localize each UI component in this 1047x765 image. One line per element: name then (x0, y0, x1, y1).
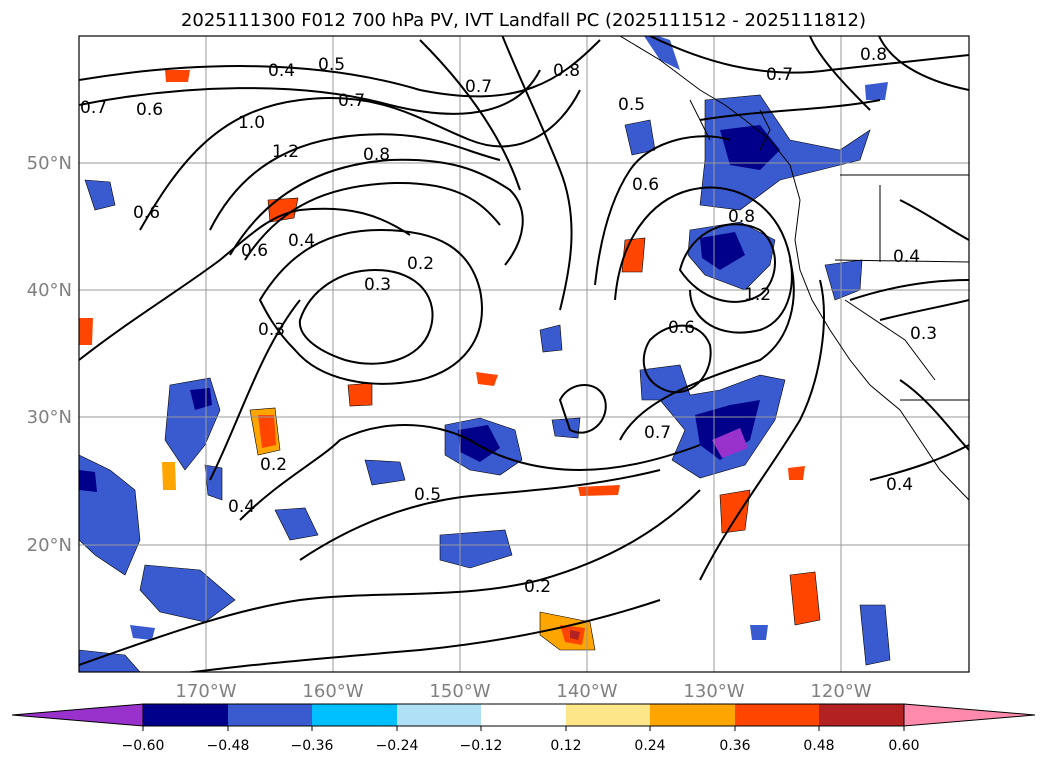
colorbar-segment (143, 704, 228, 726)
colorbar-segment (566, 704, 650, 726)
lon-tick-labels: 170°W 160°W 150°W 140°W 130°W 120°W (175, 681, 871, 702)
contour-label: 0.4 (268, 61, 295, 81)
lat-label: 40°N (27, 280, 72, 301)
contour-label: 0.6 (241, 241, 268, 261)
contour-label: 0.7 (80, 98, 107, 118)
contour-label: 0.8 (553, 61, 580, 81)
contour-label: 0.3 (910, 324, 937, 344)
colorbar-tick-label: 0.60 (888, 738, 919, 754)
contour-label: 0.7 (465, 77, 492, 97)
colorbar-tick-label: −0.60 (122, 738, 165, 754)
lat-label: 20°N (27, 535, 72, 556)
contour-label: 0.6 (133, 203, 160, 223)
contour-label: 0.3 (258, 320, 285, 340)
pv-contours (79, 36, 969, 672)
colorbar-tick-label: −0.24 (376, 738, 419, 754)
colorbar-tick-label: 0.24 (634, 738, 665, 754)
contour-label: 0.3 (364, 275, 391, 295)
lon-label: 160°W (302, 681, 363, 702)
lat-tick-labels: 20°N 30°N 40°N 50°N (27, 153, 72, 556)
contour-label: 0.5 (414, 485, 441, 505)
contour-label: 0.8 (860, 45, 887, 65)
contour-label: 0.2 (260, 455, 287, 475)
lon-label: 170°W (175, 681, 236, 702)
contour-label: 0.7 (766, 65, 793, 85)
contour-label: 0.5 (318, 55, 345, 75)
colorbar-tick-label: 0.48 (803, 738, 834, 754)
map-plot-area: 0.4 0.5 0.7 0.6 1.0 1.2 0.8 0.6 0.4 0.3 … (79, 36, 969, 672)
contour-label: 0.5 (618, 95, 645, 115)
colorbar-extend-low (11, 703, 144, 727)
contour-labels: 0.4 0.5 0.7 0.6 1.0 1.2 0.8 0.6 0.4 0.3 … (80, 45, 937, 597)
gridlines (79, 36, 969, 672)
colorbar-segment (397, 704, 481, 726)
contour-label: 0.7 (644, 423, 671, 443)
colorbar-segment (228, 704, 312, 726)
lon-label: 150°W (429, 681, 490, 702)
colorbar-extend-high (903, 703, 1036, 727)
contour-label: 1.2 (272, 142, 299, 162)
contour-label: 0.7 (338, 91, 365, 111)
colorbar-tick-label: 0.12 (550, 738, 581, 754)
lon-label: 140°W (556, 681, 617, 702)
contour-label: 1.2 (744, 285, 771, 305)
colorbar-segment (819, 704, 904, 726)
colorbar-tick-label: 0.36 (719, 738, 750, 754)
contour-label: 0.4 (893, 247, 920, 267)
lon-label: 120°W (810, 681, 871, 702)
contour-label: 0.6 (668, 318, 695, 338)
colorbar-tick-label: −0.36 (291, 738, 334, 754)
contour-label: 0.6 (632, 175, 659, 195)
colorbar-tick-label: −0.12 (460, 738, 503, 754)
contour-label: 0.6 (136, 100, 163, 120)
map-title: 2025111300 F012 700 hPa PV, IVT Landfall… (180, 10, 867, 31)
coastlines (619, 36, 969, 501)
lon-label: 130°W (683, 681, 744, 702)
contour-label: 0.4 (288, 231, 315, 251)
lat-label: 50°N (27, 153, 72, 174)
colorbar-outline (142, 703, 905, 727)
contour-label: 1.0 (238, 113, 265, 133)
colorbar: −0.60 −0.48 −0.36 −0.24 −0.12 0.12 0.24 … (11, 703, 1036, 754)
contour-label: 0.2 (524, 577, 551, 597)
colorbar-tick-label: −0.48 (207, 738, 250, 754)
contour-label: 0.4 (886, 475, 913, 495)
contour-label: 0.8 (728, 207, 755, 227)
colorbar-segment (735, 704, 819, 726)
contour-label: 0.8 (363, 145, 390, 165)
colorbar-segment (650, 704, 735, 726)
contour-label: 0.2 (407, 254, 434, 274)
lat-label: 30°N (27, 407, 72, 428)
contour-label: 0.4 (228, 497, 255, 517)
colorbar-segment (481, 704, 566, 726)
colorbar-segment (312, 704, 397, 726)
map-border (78, 35, 970, 673)
